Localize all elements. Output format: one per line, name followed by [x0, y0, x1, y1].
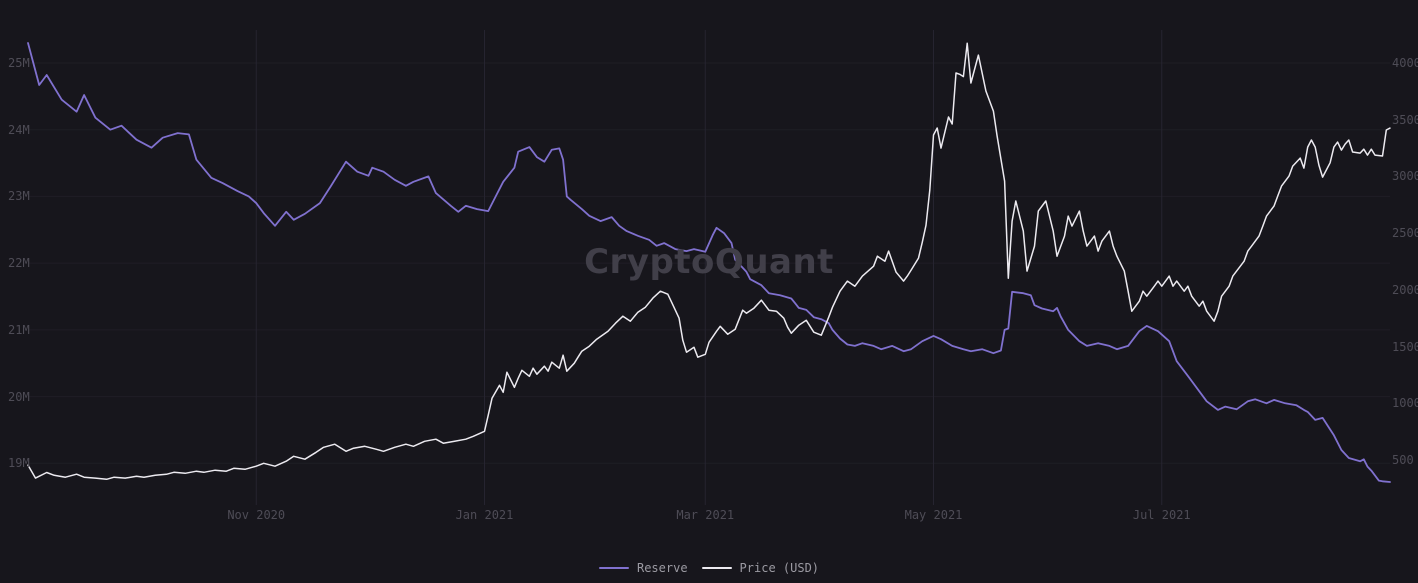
y-axis-left-label: 22M — [8, 256, 30, 271]
y-axis-right-label: 2000 — [1392, 282, 1418, 297]
legend-label-price: Price (USD) — [739, 561, 820, 575]
cryptoquant-watermark: CryptoQuant — [584, 242, 834, 282]
legend-label-reserve: Reserve — [636, 561, 688, 575]
y-axis-left-label: 25M — [8, 56, 30, 70]
chart-legend: Reserve Price (USD) — [0, 561, 1418, 575]
legend-item-price[interactable]: Price (USD) — [701, 561, 820, 575]
y-axis-left-label: 24M — [8, 122, 30, 137]
y-axis-left-label: 20M — [8, 389, 30, 404]
x-axis-label: Nov 2020 — [227, 508, 286, 522]
price-line — [27, 42, 1391, 481]
y-axis-left-label: 21M — [8, 322, 30, 337]
y-axis-right-label: 4000 — [1392, 56, 1418, 70]
y-axis-right-label: 2500 — [1392, 226, 1418, 241]
y-axis-right-label: 500 — [1392, 453, 1414, 467]
x-axis-label: Jan 2021 — [455, 508, 514, 522]
x-axis-label: Jul 2021 — [1132, 508, 1191, 522]
legend-item-reserve[interactable]: Reserve — [598, 561, 688, 575]
y-axis-right-label: 1500 — [1392, 339, 1418, 354]
reserve-swatch-icon — [598, 567, 629, 569]
price-swatch-icon — [701, 567, 732, 569]
y-axis-left-label: 19M — [8, 456, 30, 471]
y-axis-right-label: 1000 — [1392, 396, 1418, 411]
y-axis-right-label: 3500 — [1392, 112, 1418, 127]
x-axis-label: May 2021 — [904, 508, 963, 522]
y-axis-right-label: 3000 — [1392, 169, 1418, 184]
reserve-line — [27, 42, 1391, 483]
y-axis-left-label: 23M — [8, 189, 30, 204]
x-axis-label: Mar 2021 — [676, 508, 735, 522]
